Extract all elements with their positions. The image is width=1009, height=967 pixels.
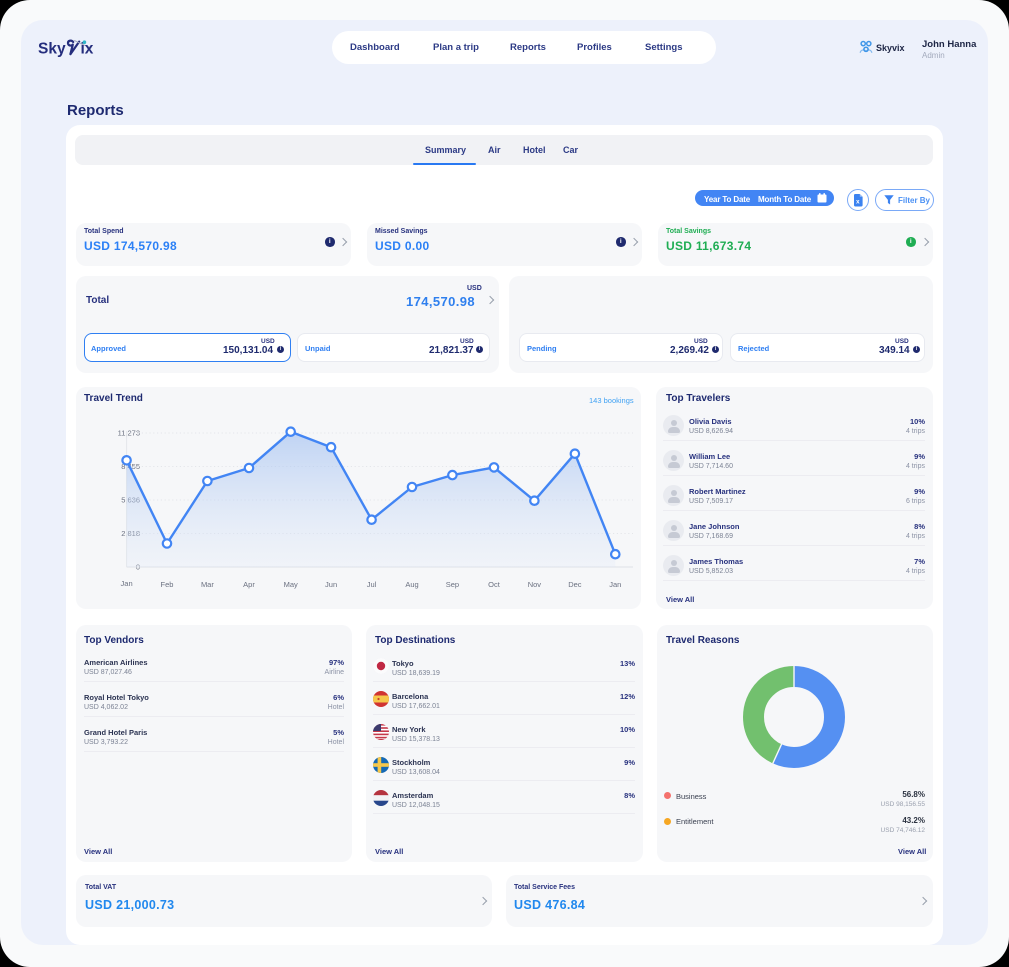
svg-text:Sep: Sep <box>446 580 459 589</box>
svg-text:Jun: Jun <box>325 580 337 589</box>
svg-text:Dec: Dec <box>568 580 582 589</box>
svg-text:Feb: Feb <box>161 580 174 589</box>
svg-text:Oct: Oct <box>488 580 501 589</box>
svg-text:Mar: Mar <box>201 580 214 589</box>
svg-text:x: x <box>856 199 860 206</box>
svg-text:Sky: Sky <box>38 41 66 58</box>
svg-text:Aug: Aug <box>405 580 418 589</box>
svg-text:Nov: Nov <box>528 580 542 589</box>
svg-text:May: May <box>284 580 298 589</box>
svg-text:Jul: Jul <box>367 580 377 589</box>
svg-text:11,273: 11,273 <box>118 429 140 438</box>
svg-text:Jan: Jan <box>121 579 133 588</box>
svg-text:Apr: Apr <box>243 580 255 589</box>
svg-text:ix: ix <box>81 41 94 58</box>
svg-text:Jan: Jan <box>609 580 621 589</box>
